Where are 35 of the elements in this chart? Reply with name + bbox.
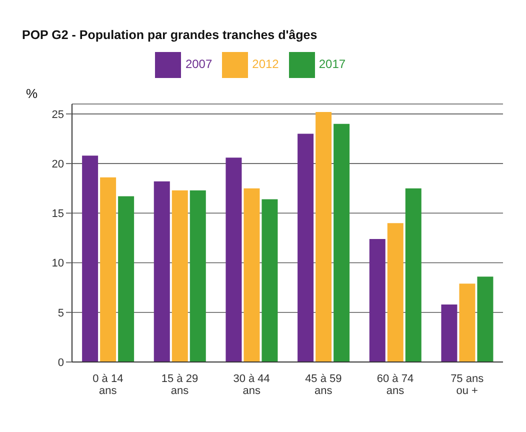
bar xyxy=(190,190,206,362)
x-tick-label: 60 à 74 ans xyxy=(376,373,414,397)
legend-label: 2012 xyxy=(252,57,279,72)
bar xyxy=(244,188,260,362)
y-tick-label: 20 xyxy=(52,158,64,170)
bar xyxy=(298,134,314,362)
x-tick-label: 0 à 14 ans xyxy=(92,373,124,397)
bar xyxy=(100,177,116,362)
bar xyxy=(172,190,188,362)
x-tick-label: 30 à 44 ans xyxy=(233,373,270,397)
bar xyxy=(441,304,458,362)
y-tick-label: 25 xyxy=(52,108,64,121)
bar xyxy=(387,223,404,362)
bar xyxy=(405,188,422,362)
bar xyxy=(262,199,278,362)
bar xyxy=(226,158,242,362)
y-tick-label: 15 xyxy=(52,208,64,220)
legend-label: 2007 xyxy=(185,57,212,72)
y-tick-label: 5 xyxy=(58,307,64,320)
bar xyxy=(82,156,98,362)
bar xyxy=(118,196,134,362)
bar xyxy=(334,124,350,362)
y-tick-label: 10 xyxy=(52,258,64,270)
y-tick-label: 0 xyxy=(58,356,64,369)
bar xyxy=(154,181,170,362)
bar xyxy=(459,284,476,362)
bar xyxy=(369,238,386,362)
x-tick-label: 15 à 29 ans xyxy=(161,373,198,397)
chart-title: POP G2 - Population par grandes tranches d'âges xyxy=(22,28,318,42)
y-axis-title: % xyxy=(26,86,38,101)
bar xyxy=(477,276,494,362)
x-tick-label: 75 ans ou + xyxy=(450,373,484,397)
x-tick-label: 45 à 59 ans xyxy=(305,373,342,397)
legend-label: 2017 xyxy=(318,57,346,72)
bar xyxy=(316,112,332,362)
